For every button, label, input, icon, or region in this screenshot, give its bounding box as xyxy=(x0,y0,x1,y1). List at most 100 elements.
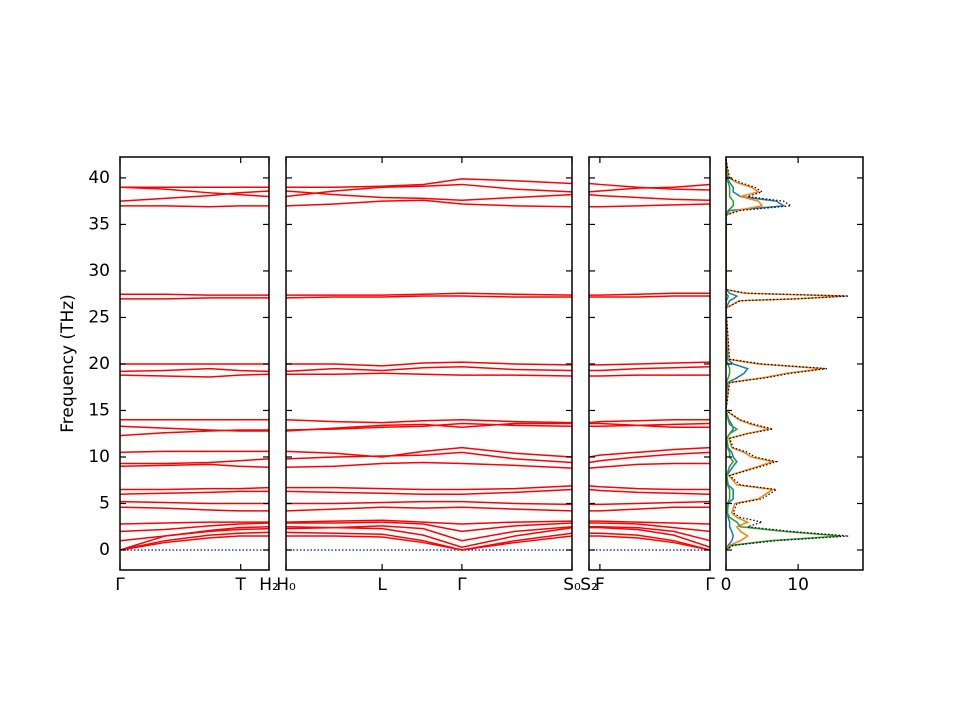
band-line xyxy=(120,190,269,202)
band-line xyxy=(120,429,269,437)
band-line xyxy=(589,182,710,191)
band-line xyxy=(120,297,269,300)
plot-area xyxy=(286,178,572,551)
band-line xyxy=(120,458,269,465)
band-line xyxy=(589,520,710,525)
x-tick-label: Γ xyxy=(705,575,715,595)
band-line xyxy=(120,293,269,296)
x-tick-label: L xyxy=(377,575,387,595)
band-line xyxy=(589,193,710,201)
x-tick-label: H₂ xyxy=(259,575,279,595)
band-line xyxy=(286,506,572,512)
band-line xyxy=(120,425,269,432)
band-line xyxy=(286,535,572,551)
band-line xyxy=(120,531,269,551)
band-line xyxy=(589,526,710,542)
band-line xyxy=(286,461,572,469)
panel: S₂F Γ xyxy=(580,156,715,595)
band-line xyxy=(589,366,710,372)
band-line xyxy=(286,488,572,495)
panel: 0 5 10 15 20 25 30 35 40 Γ T H₂ Frequency (THz) xyxy=(58,156,279,595)
band-line xyxy=(589,522,710,533)
y-tick-label: 15 xyxy=(88,400,110,420)
band-line xyxy=(286,525,572,542)
axes-frame xyxy=(725,156,864,571)
band-line xyxy=(589,295,710,298)
plot-area xyxy=(120,186,269,551)
band-line xyxy=(286,190,572,202)
band-line xyxy=(589,446,710,458)
band-line xyxy=(286,485,572,491)
band-line xyxy=(286,361,572,367)
y-axis-label: Frequency (THz) xyxy=(58,294,78,433)
band-line xyxy=(120,367,269,373)
x-tick-label: S₂ xyxy=(580,575,598,595)
band-line xyxy=(120,205,269,208)
band-line xyxy=(120,486,269,491)
band-line xyxy=(286,419,572,424)
plot-area xyxy=(726,159,849,551)
panel: 0 10 xyxy=(721,156,864,595)
band-line xyxy=(286,178,572,188)
x-tick-label: S₀ xyxy=(563,575,581,595)
band-line xyxy=(589,422,710,428)
band-line xyxy=(120,522,269,533)
band-line xyxy=(286,372,572,377)
y-tick-label: 0 xyxy=(99,540,110,560)
band-line xyxy=(589,374,710,377)
band-line xyxy=(286,521,572,533)
dos-line xyxy=(726,159,786,551)
dos-line xyxy=(726,159,849,551)
y-tick-label: 30 xyxy=(88,261,110,281)
band-line xyxy=(589,506,710,512)
dos-line xyxy=(726,159,842,551)
band-line xyxy=(120,373,269,378)
band-line xyxy=(120,500,269,505)
x-tick-label: Γ xyxy=(115,575,125,595)
y-tick-label: 25 xyxy=(88,307,110,327)
band-line xyxy=(286,451,572,464)
band-line xyxy=(589,500,710,506)
x-tick-label: F xyxy=(595,575,605,595)
band-line xyxy=(589,485,710,491)
band-line xyxy=(589,451,710,464)
band-line xyxy=(120,450,269,454)
band-line xyxy=(286,295,572,299)
band-line xyxy=(589,462,710,469)
band-line xyxy=(589,183,710,193)
band-line xyxy=(286,183,572,198)
plot-area xyxy=(589,182,710,551)
band-line xyxy=(286,292,572,296)
band-line xyxy=(120,506,269,512)
band-line xyxy=(286,199,572,208)
band-line xyxy=(286,422,572,431)
band-line xyxy=(286,366,572,373)
y-tick-label: 5 xyxy=(99,493,110,513)
band-line xyxy=(120,463,269,468)
x-tick-label: Γ xyxy=(457,575,467,595)
y-tick-label: 20 xyxy=(88,354,110,374)
band-line xyxy=(120,521,269,525)
band-line xyxy=(120,526,269,551)
panel: H₀ L Γ S₀ xyxy=(276,156,581,595)
band-line xyxy=(286,446,572,458)
band-line xyxy=(120,186,269,198)
band-line xyxy=(589,361,710,366)
band-line xyxy=(286,531,572,551)
band-line xyxy=(286,500,572,506)
y-tick-label: 40 xyxy=(88,168,110,188)
band-line xyxy=(120,535,269,551)
band-line xyxy=(589,532,710,551)
x-tick-label: H₀ xyxy=(276,575,296,595)
x-tick-label: 10 xyxy=(787,575,809,595)
x-tick-label: T xyxy=(234,575,246,595)
band-line xyxy=(120,490,269,495)
band-line xyxy=(120,527,269,542)
y-tick-label: 10 xyxy=(88,447,110,467)
band-line xyxy=(286,519,572,525)
band-line xyxy=(589,535,710,551)
band-line xyxy=(589,526,710,548)
dos-line xyxy=(726,159,846,551)
band-line xyxy=(589,292,710,296)
